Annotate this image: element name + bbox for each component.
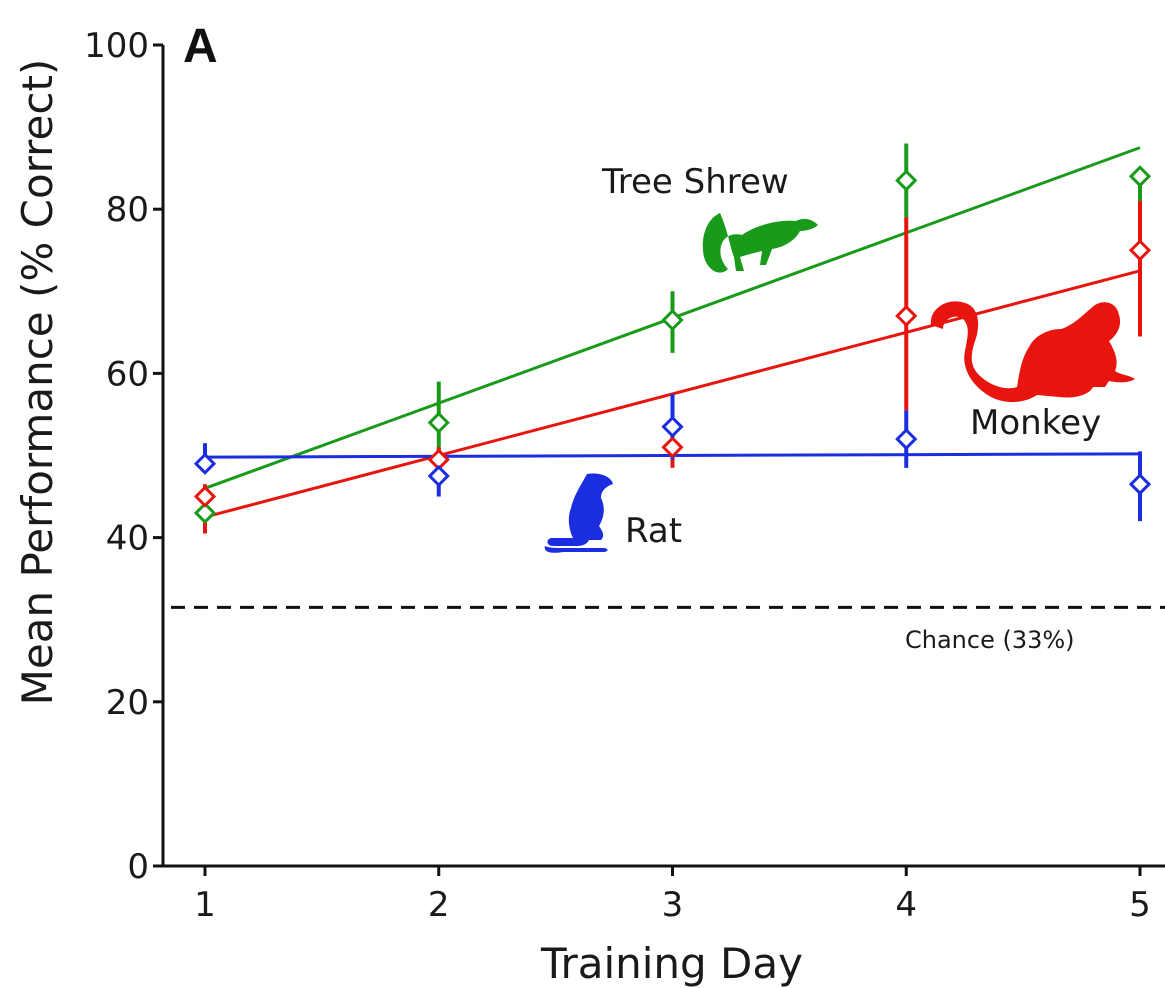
text-labels: A Training Day Mean Performance (% Corre…: [13, 20, 1101, 988]
y-tick-label: 100: [84, 26, 149, 66]
y-tick-label: 40: [106, 519, 149, 559]
rat-icon: [544, 473, 613, 553]
monkey-icon: [930, 301, 1135, 403]
y-tick-label: 60: [106, 354, 149, 394]
x-tick-label: 3: [662, 885, 684, 925]
y-axis-title: Mean Performance (% Correct): [13, 59, 62, 706]
data-point-rat: [193, 452, 217, 475]
data-point-tree-shrew: [1128, 165, 1152, 188]
series-label-monkey: Monkey: [970, 403, 1101, 443]
data-point-tree-shrew: [895, 169, 918, 192]
chance-label: Chance (33%): [905, 626, 1075, 654]
panel-label: A: [183, 20, 218, 73]
series-label-rat: Rat: [625, 511, 682, 551]
x-tick-label: 1: [194, 885, 216, 925]
data-points: [193, 165, 1152, 525]
data-point-monkey: [1128, 239, 1152, 262]
data-point-rat: [661, 415, 684, 438]
data-point-monkey: [193, 485, 217, 508]
x-tick-label: 5: [1129, 885, 1151, 925]
x-tick-label: 4: [895, 885, 917, 925]
data-point-rat: [1128, 473, 1152, 496]
series-label-tree-shrew: Tree Shrew: [601, 162, 789, 202]
animal-icons: [544, 213, 1135, 553]
tree-shrew-icon: [702, 213, 818, 273]
y-tick-label: 0: [127, 847, 149, 887]
axes: 0 20 40 60 80 100 1 2 3 4 5: [84, 26, 1165, 925]
x-axis-title: Training Day: [540, 939, 803, 988]
error-bars: [203, 143, 1142, 534]
y-tick-label: 20: [106, 683, 149, 723]
data-point-monkey: [895, 304, 918, 328]
y-tick-label: 80: [106, 190, 149, 230]
data-point-rat: [895, 427, 918, 451]
data-point-tree-shrew: [661, 308, 684, 332]
x-tick-label: 2: [428, 885, 450, 925]
data-point-monkey: [661, 436, 684, 459]
data-point-tree-shrew: [427, 411, 450, 434]
data-point-tree-shrew: [193, 501, 217, 525]
data-point-rat: [427, 464, 450, 488]
